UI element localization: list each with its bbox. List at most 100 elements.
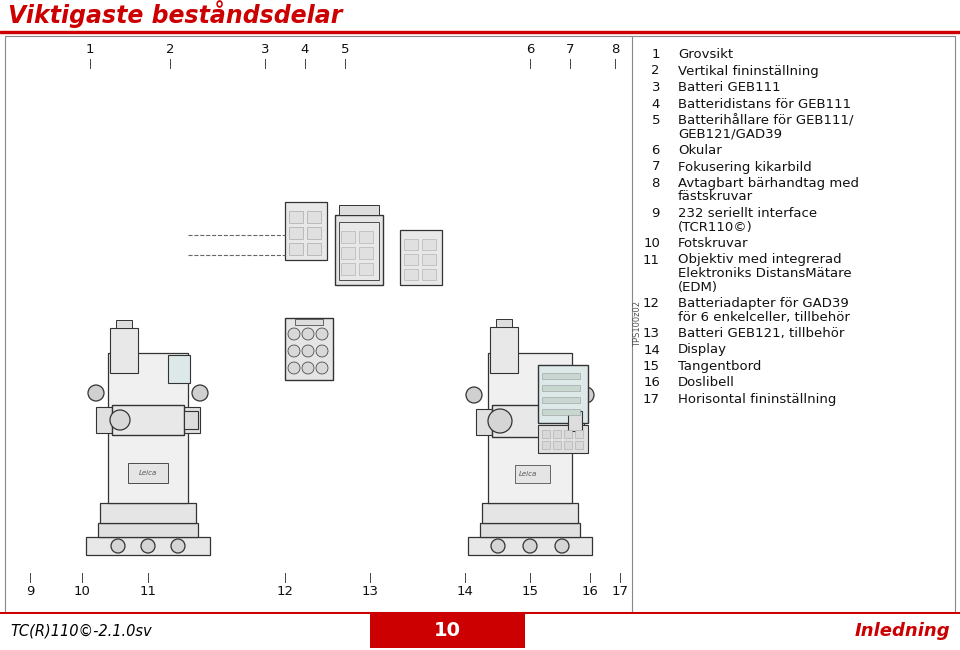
- Bar: [404, 254, 418, 265]
- Text: 6: 6: [526, 43, 534, 56]
- Bar: [100, 503, 196, 523]
- Bar: [476, 409, 492, 435]
- Text: för 6 enkelceller, tillbehör: för 6 enkelceller, tillbehör: [678, 311, 850, 324]
- Circle shape: [88, 385, 104, 401]
- Circle shape: [192, 385, 208, 401]
- Bar: [422, 239, 436, 250]
- Bar: [307, 211, 321, 223]
- Bar: [422, 254, 436, 265]
- Bar: [404, 239, 418, 250]
- Text: Doslibell: Doslibell: [678, 376, 734, 389]
- Text: Inledning: Inledning: [854, 622, 950, 640]
- Bar: [542, 430, 550, 438]
- Bar: [285, 202, 327, 260]
- Text: 12: 12: [276, 585, 294, 598]
- Bar: [295, 319, 323, 325]
- Bar: [289, 211, 303, 223]
- Text: 10: 10: [74, 585, 90, 598]
- Bar: [575, 441, 583, 449]
- Bar: [370, 614, 525, 648]
- Bar: [482, 503, 578, 523]
- Circle shape: [523, 539, 537, 553]
- Bar: [110, 328, 138, 373]
- Bar: [542, 409, 580, 415]
- Bar: [575, 430, 583, 438]
- Circle shape: [302, 362, 314, 374]
- Bar: [515, 465, 550, 483]
- Text: Batteridistans för GEB111: Batteridistans för GEB111: [678, 98, 852, 111]
- Bar: [289, 243, 303, 255]
- Text: Fotskruvar: Fotskruvar: [678, 237, 749, 250]
- Text: Elektroniks DistansMätare: Elektroniks DistansMätare: [678, 267, 852, 280]
- Bar: [490, 327, 518, 373]
- Bar: [96, 407, 112, 433]
- Circle shape: [141, 539, 155, 553]
- Bar: [492, 405, 568, 437]
- Text: 14: 14: [643, 343, 660, 356]
- Text: 7: 7: [652, 161, 660, 174]
- Text: 13: 13: [643, 327, 660, 340]
- Text: Vertikal fininställning: Vertikal fininställning: [678, 64, 819, 77]
- Text: 10: 10: [434, 621, 461, 640]
- Text: 11: 11: [643, 254, 660, 266]
- Bar: [553, 430, 561, 438]
- Circle shape: [491, 539, 505, 553]
- Text: Batteri GEB121, tillbehör: Batteri GEB121, tillbehör: [678, 327, 845, 340]
- Circle shape: [488, 409, 512, 433]
- Bar: [341, 231, 355, 243]
- Bar: [568, 411, 582, 431]
- Bar: [335, 215, 383, 285]
- Bar: [98, 523, 198, 537]
- Bar: [542, 385, 580, 391]
- Text: Grovsikt: Grovsikt: [678, 48, 733, 61]
- Circle shape: [316, 328, 328, 340]
- Bar: [488, 353, 572, 503]
- Bar: [564, 430, 572, 438]
- Text: 12: 12: [643, 297, 660, 310]
- Bar: [538, 365, 588, 423]
- Text: 7: 7: [565, 43, 574, 56]
- Circle shape: [578, 387, 594, 403]
- Bar: [339, 222, 379, 280]
- Bar: [0, 612, 960, 614]
- Text: 17: 17: [643, 393, 660, 406]
- Bar: [359, 263, 373, 275]
- Text: 1: 1: [85, 43, 94, 56]
- Text: Fokusering kikarbild: Fokusering kikarbild: [678, 161, 812, 174]
- Text: 3: 3: [261, 43, 269, 56]
- Text: 11: 11: [139, 585, 156, 598]
- Circle shape: [555, 539, 569, 553]
- Text: Okular: Okular: [678, 144, 722, 157]
- Text: 10: 10: [643, 237, 660, 250]
- Text: 5: 5: [341, 43, 349, 56]
- Text: Batteriadapter för GAD39: Batteriadapter för GAD39: [678, 297, 849, 310]
- Circle shape: [288, 345, 300, 357]
- Bar: [184, 411, 198, 429]
- Circle shape: [316, 362, 328, 374]
- Circle shape: [466, 387, 482, 403]
- Bar: [359, 231, 373, 243]
- Bar: [5, 36, 955, 612]
- Text: 6: 6: [652, 144, 660, 157]
- Bar: [289, 227, 303, 239]
- Circle shape: [111, 539, 125, 553]
- Bar: [468, 537, 592, 555]
- Bar: [128, 463, 168, 483]
- Text: 15: 15: [643, 360, 660, 373]
- Text: Batteri GEB111: Batteri GEB111: [678, 81, 780, 94]
- Bar: [568, 409, 584, 435]
- Circle shape: [302, 328, 314, 340]
- Bar: [112, 405, 184, 435]
- Text: Viktigaste beståndsdelar: Viktigaste beståndsdelar: [8, 0, 343, 28]
- Text: 2: 2: [166, 43, 175, 56]
- Bar: [339, 205, 379, 215]
- Text: Objektiv med integrerad: Objektiv med integrerad: [678, 254, 842, 266]
- Bar: [400, 230, 442, 285]
- Text: 2: 2: [652, 64, 660, 77]
- Bar: [542, 373, 580, 379]
- Bar: [168, 355, 190, 383]
- Bar: [404, 269, 418, 280]
- Bar: [285, 318, 333, 380]
- Bar: [538, 425, 588, 453]
- Text: Display: Display: [678, 343, 727, 356]
